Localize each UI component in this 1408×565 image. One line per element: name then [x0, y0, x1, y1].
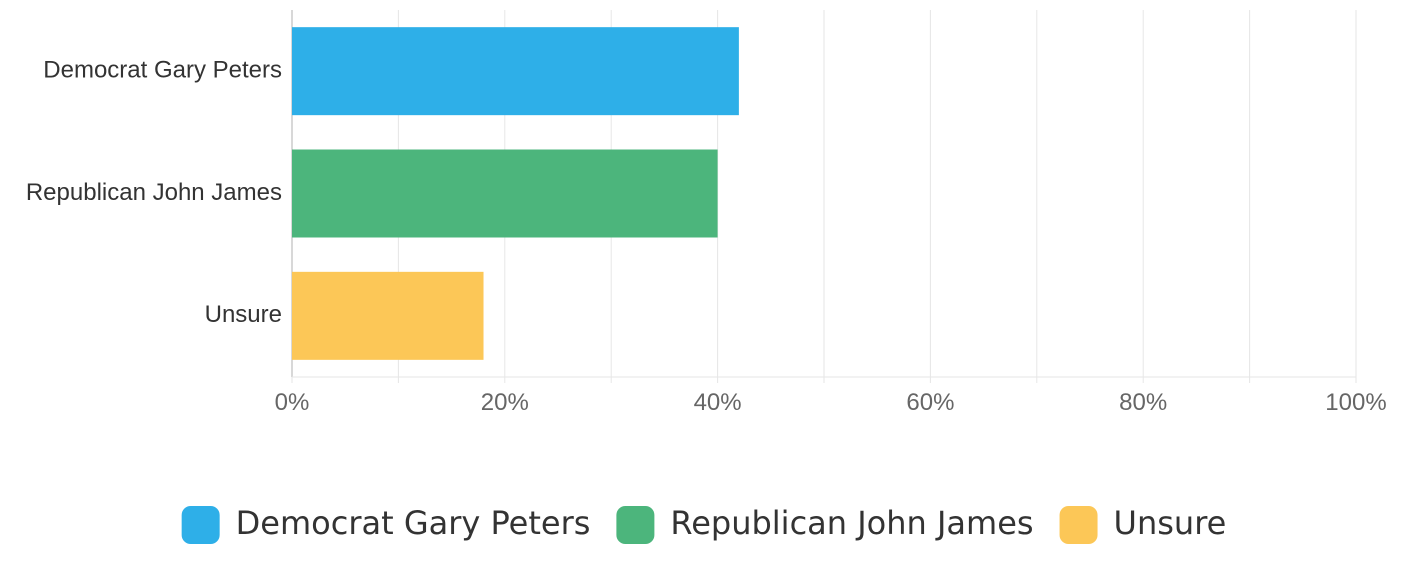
bars [292, 27, 739, 360]
x-tick-label: 60% [906, 389, 954, 416]
legend-item-unsure[interactable]: Unsure [1059, 504, 1227, 544]
legend-swatch [616, 506, 655, 544]
legend-label: Democrat Gary Peters [236, 504, 591, 542]
legend-label: Republican John James [670, 504, 1033, 542]
legend-item-republican-john-james[interactable]: Republican John James [616, 504, 1034, 544]
x-tick-label: 20% [481, 389, 529, 416]
x-tick-labels: 0% 20% 40% 60% 80% 100% [275, 389, 1387, 416]
bar-unsure[interactable] [292, 271, 484, 360]
category-label: Republican John James [26, 179, 282, 206]
legend-swatch [1059, 506, 1098, 544]
legend-label: Unsure [1114, 504, 1227, 542]
category-label: Unsure [205, 301, 282, 328]
legend-swatch [181, 506, 220, 544]
x-tick-label: 40% [694, 389, 742, 416]
x-tick-label: 0% [275, 389, 310, 416]
category-labels: Democrat Gary Peters Republican John Jame… [26, 57, 282, 329]
legend[interactable]: Democrat Gary Peters Republican John Jame… [181, 504, 1227, 544]
x-tick-label: 80% [1119, 389, 1167, 416]
x-tick-label: 100% [1325, 389, 1386, 416]
bar-democrat-gary-peters[interactable] [292, 27, 739, 116]
legend-item-democrat-gary-peters[interactable]: Democrat Gary Peters [181, 504, 591, 544]
category-label: Democrat Gary Peters [43, 57, 282, 84]
bar-republican-john-james[interactable] [292, 149, 718, 238]
